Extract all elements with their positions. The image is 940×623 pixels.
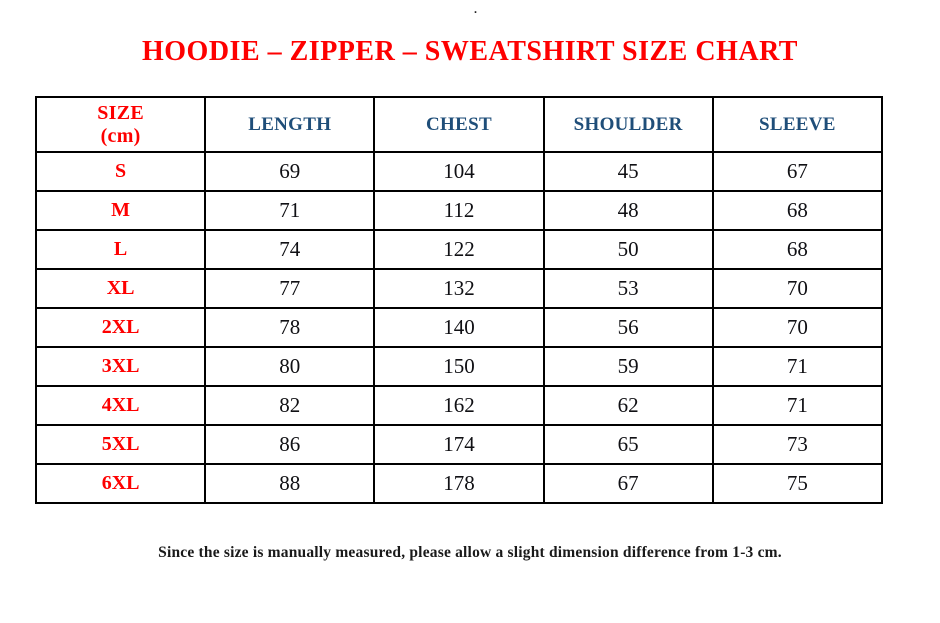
measurement-cell: 67 xyxy=(711,151,884,192)
measurement-cell: 70 xyxy=(711,268,884,309)
size-label-cell: M xyxy=(34,190,207,231)
measurement-cell: 56 xyxy=(542,307,714,348)
measurement-cell: 53 xyxy=(542,268,714,309)
measurement-cell: 122 xyxy=(373,229,545,270)
size-table-header: SIZE (cm) LENGTH CHEST SHOULDER SLEEVE xyxy=(34,96,884,153)
page-title: HOODIE – ZIPPER – SWEATSHIRT SIZE CHART xyxy=(142,36,798,67)
size-chart-table: SIZE (cm) LENGTH CHEST SHOULDER SLEEVE S… xyxy=(34,96,884,504)
measurement-cell: 67 xyxy=(542,463,714,504)
measurement-cell: 71 xyxy=(711,346,884,387)
column-header-shoulder: SHOULDER xyxy=(542,96,714,153)
table-row: M 71 112 48 68 xyxy=(34,190,884,231)
footer-note: Since the size is manually measured, ple… xyxy=(158,544,782,561)
column-header-size: SIZE (cm) xyxy=(34,96,207,153)
header-row: SIZE (cm) LENGTH CHEST SHOULDER SLEEVE xyxy=(34,96,884,153)
measurement-cell: 74 xyxy=(204,229,376,270)
size-label-cell: 2XL xyxy=(34,307,207,348)
table-row: L 74 122 50 68 xyxy=(34,229,884,270)
measurement-cell: 86 xyxy=(204,424,376,465)
table-row: 3XL 80 150 59 71 xyxy=(34,346,884,387)
measurement-cell: 48 xyxy=(542,190,714,231)
measurement-cell: 80 xyxy=(204,346,376,387)
measurement-cell: 162 xyxy=(373,385,545,426)
measurement-cell: 174 xyxy=(373,424,545,465)
measurement-cell: 112 xyxy=(373,190,545,231)
measurement-cell: 73 xyxy=(711,424,884,465)
size-label-cell: XL xyxy=(34,268,207,309)
measurement-cell: 88 xyxy=(204,463,376,504)
size-label-cell: S xyxy=(34,151,207,192)
size-label-cell: 6XL xyxy=(34,463,207,504)
measurement-cell: 68 xyxy=(711,190,884,231)
measurement-cell: 70 xyxy=(711,307,884,348)
measurement-cell: 75 xyxy=(711,463,884,504)
table-row: S 69 104 45 67 xyxy=(34,151,884,192)
measurement-cell: 132 xyxy=(373,268,545,309)
table-row: 5XL 86 174 65 73 xyxy=(34,424,884,465)
size-label-cell: 4XL xyxy=(34,385,207,426)
measurement-cell: 62 xyxy=(542,385,714,426)
measurement-cell: 45 xyxy=(542,151,714,192)
measurement-cell: 104 xyxy=(373,151,545,192)
measurement-cell: 59 xyxy=(542,346,714,387)
measurement-cell: 71 xyxy=(711,385,884,426)
table-row: 2XL 78 140 56 70 xyxy=(34,307,884,348)
tiny-period-artifact: . xyxy=(474,2,477,16)
table-row: 4XL 82 162 62 71 xyxy=(34,385,884,426)
measurement-cell: 50 xyxy=(542,229,714,270)
measurement-cell: 68 xyxy=(711,229,884,270)
measurement-cell: 82 xyxy=(204,385,376,426)
size-label-cell: 5XL xyxy=(34,424,207,465)
column-header-sleeve: SLEEVE xyxy=(711,96,884,153)
measurement-cell: 69 xyxy=(204,151,376,192)
measurement-cell: 65 xyxy=(542,424,714,465)
size-label-cell: L xyxy=(34,229,207,270)
table-row: 6XL 88 178 67 75 xyxy=(34,463,884,504)
measurement-cell: 150 xyxy=(373,346,545,387)
measurement-cell: 78 xyxy=(204,307,376,348)
measurement-cell: 140 xyxy=(373,307,545,348)
measurement-cell: 178 xyxy=(373,463,545,504)
measurement-cell: 71 xyxy=(204,190,376,231)
column-header-chest: CHEST xyxy=(373,96,545,153)
column-header-length: LENGTH xyxy=(204,96,376,153)
measurement-cell: 77 xyxy=(204,268,376,309)
size-label-cell: 3XL xyxy=(34,346,207,387)
table-row: XL 77 132 53 70 xyxy=(34,268,884,309)
size-table-body: S 69 104 45 67 M 71 112 48 68 L 74 122 50 68 XL 77 132 53 7… xyxy=(34,151,884,504)
